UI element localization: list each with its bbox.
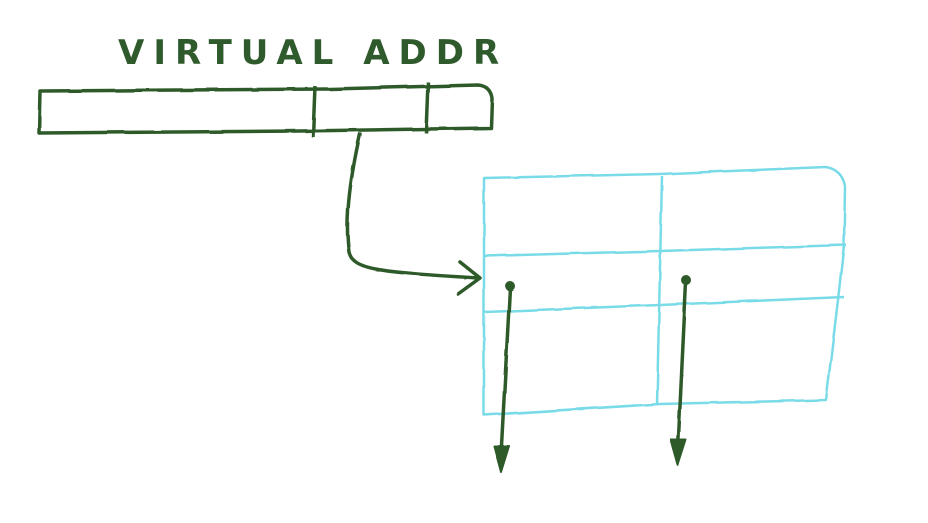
- table-row-divider-1: [484, 243, 847, 258]
- index-arrow-line: [345, 132, 480, 280]
- pointer-line-right: [676, 280, 688, 450]
- address-bar-outline: [37, 83, 494, 135]
- pointer-arrow-left: [493, 281, 515, 473]
- address-bar-divider-1: [311, 85, 317, 138]
- pointer-line-left: [499, 286, 512, 457]
- table-outline: [482, 165, 847, 417]
- table-column-divider: [655, 175, 664, 406]
- address-bar-divider-2: [424, 81, 430, 134]
- table-row-divider-2: [484, 295, 845, 314]
- index-arrow: [345, 132, 482, 296]
- virtual-address-title: VIRTUAL ADDR: [118, 33, 508, 73]
- pointer-head-left: [493, 445, 510, 473]
- page-table: [482, 165, 847, 417]
- pointer-arrow-right: [670, 275, 691, 466]
- pointer-head-right: [670, 439, 687, 466]
- virtual-address-bar: [37, 81, 494, 138]
- index-arrow-head: [456, 260, 482, 296]
